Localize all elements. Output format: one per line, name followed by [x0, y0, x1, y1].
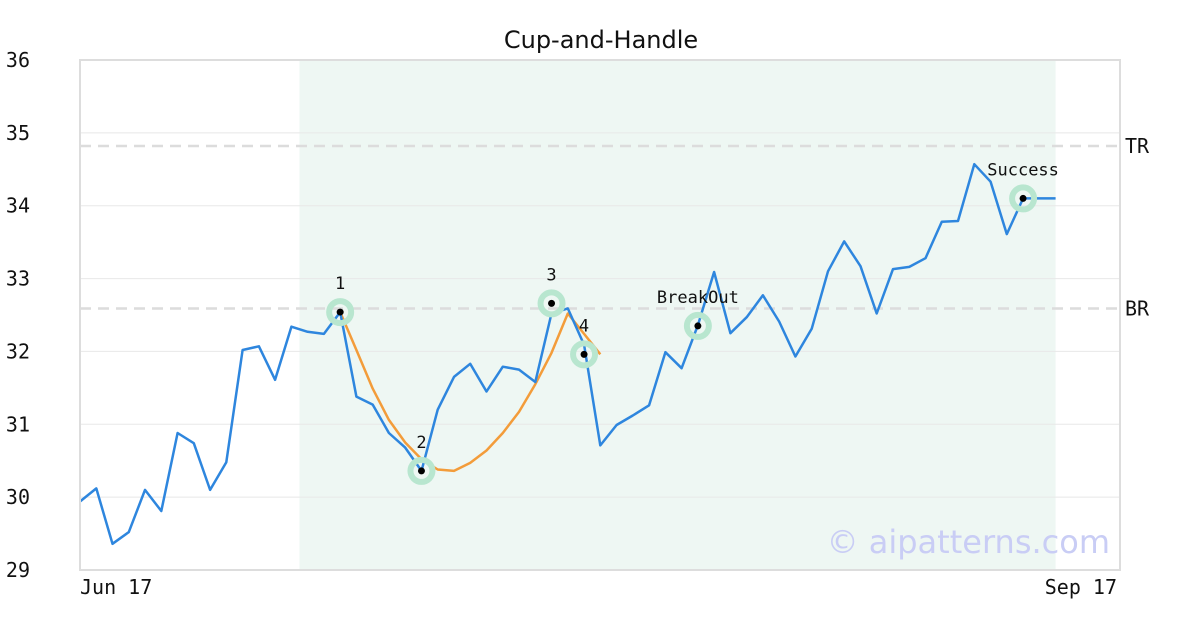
pattern-points: 1 2 3 4 BreakOut Success	[326, 160, 1059, 485]
reference-label-tr: TR	[1125, 134, 1150, 158]
y-tick-label: 36	[6, 48, 30, 72]
cup-curve-line	[339, 311, 602, 473]
point-label-3: 3	[546, 265, 556, 285]
series-lines	[79, 162, 1056, 546]
point-halo-2	[407, 456, 436, 485]
point-halo-3	[537, 289, 566, 318]
point-halo-breakout	[683, 311, 712, 340]
x-axis-ticks: Jun 17 Sep 17	[80, 575, 1117, 599]
y-tick-label: 31	[6, 412, 30, 436]
plot-frame	[79, 59, 1121, 571]
point-label-success: Success	[987, 160, 1059, 180]
point-marker-1	[336, 308, 344, 316]
point-halo-4	[570, 340, 599, 369]
y-tick-label: 34	[6, 194, 30, 218]
point-label-4: 4	[579, 316, 589, 336]
x-tick-label: Jun 17	[80, 575, 152, 599]
point-label-breakout: BreakOut	[657, 288, 739, 308]
reference-lines: TR BR	[80, 134, 1150, 320]
y-tick-label: 33	[6, 267, 30, 291]
y-tick-label: 29	[6, 558, 30, 582]
shaded-region	[299, 60, 1056, 570]
point-marker-success	[1019, 194, 1027, 202]
chart-title: Cup-and-Handle	[504, 26, 698, 54]
point-marker-breakout	[694, 322, 702, 330]
price-line	[79, 162, 1056, 546]
y-tick-label: 35	[6, 121, 30, 145]
point-halo-success	[1009, 184, 1038, 213]
x-tick-label: Sep 17	[1045, 575, 1117, 599]
pattern-region	[299, 60, 1056, 570]
gridlines	[80, 132, 1120, 498]
point-halo-1	[326, 298, 355, 327]
point-marker-2	[417, 467, 425, 475]
y-tick-label: 30	[6, 485, 30, 509]
point-marker-4	[580, 350, 588, 358]
reference-label-br: BR	[1125, 296, 1150, 320]
y-tick-label: 32	[6, 339, 30, 363]
watermark: © aipatterns.com	[827, 523, 1110, 561]
point-label-2: 2	[416, 433, 426, 453]
point-marker-3	[548, 299, 556, 307]
point-label-1: 1	[335, 274, 345, 294]
y-axis-ticks: 29 30 31 32 33 34 35 36	[6, 48, 30, 582]
